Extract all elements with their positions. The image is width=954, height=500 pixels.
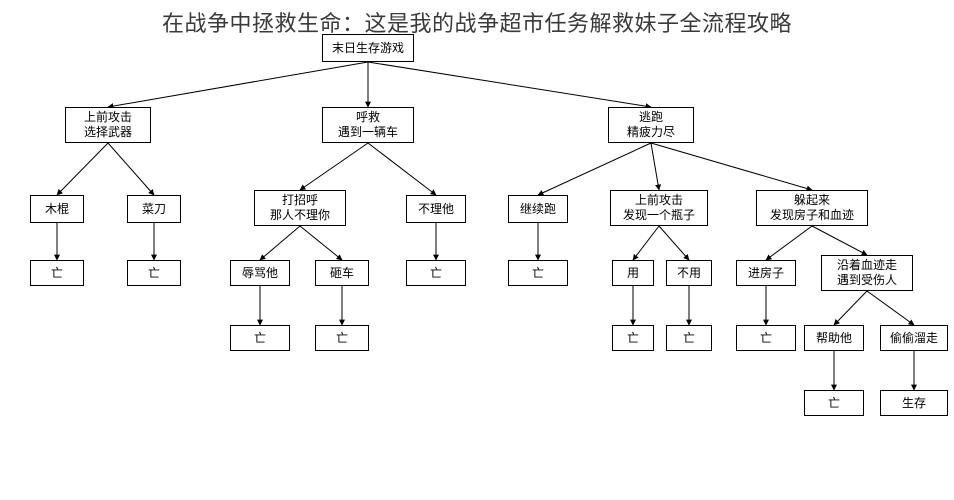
- flow-node-c2: 上前攻击发现一个瓶子: [610, 190, 708, 226]
- flow-node-b2d: 亡: [406, 260, 466, 286]
- edge-c3-c3a: [766, 226, 812, 260]
- flow-node-root: 末日生存游戏: [322, 34, 414, 62]
- flow-node-b2: 不理他: [406, 195, 466, 223]
- node-label-l1: 亡: [683, 331, 695, 346]
- flow-node-b1ad: 亡: [230, 325, 290, 351]
- edge-c3b-c3b1: [834, 291, 867, 325]
- edge-b-b2: [368, 143, 436, 195]
- node-label-l1: 亡: [828, 396, 840, 411]
- edge-b1-b1a: [260, 226, 300, 260]
- flow-node-b1b: 砸车: [315, 260, 369, 286]
- node-label-l1: 亡: [430, 266, 442, 281]
- node-label-l1: 呼救: [356, 110, 380, 125]
- node-label-l1: 亡: [148, 266, 160, 281]
- flowchart-stage: { "title": "在战争中拯救生命：这是我的战争超市任务解救妹子全流程攻略…: [0, 0, 954, 500]
- flow-node-c2b: 不用: [666, 260, 712, 286]
- node-label-l1: 继续跑: [520, 202, 556, 217]
- node-label-l1: 沿着血迹走: [837, 258, 897, 273]
- flow-node-b1a: 辱骂他: [230, 260, 290, 286]
- edge-c-c1: [538, 143, 651, 195]
- node-label-l2: 那人不理你: [270, 208, 330, 223]
- edge-a-a1: [57, 143, 108, 195]
- node-label-l1: 亡: [760, 331, 772, 346]
- node-label-l1: 偷偷溜走: [890, 331, 938, 346]
- node-label-l2: 选择武器: [84, 125, 132, 140]
- edge-c2-c2a: [633, 226, 659, 260]
- node-label-l1: 上前攻击: [635, 193, 683, 208]
- node-label-l1: 亡: [51, 266, 63, 281]
- node-label-l1: 亡: [532, 266, 544, 281]
- flow-node-c3a: 进房子: [736, 260, 796, 286]
- flow-node-a1: 木棍: [30, 195, 84, 223]
- flow-node-a: 上前攻击选择武器: [65, 107, 151, 143]
- flow-node-c3: 躲起来发现房子和血迹: [756, 190, 868, 226]
- flow-node-c3b: 沿着血迹走遇到受伤人: [821, 255, 913, 291]
- flow-node-c2bd: 亡: [666, 325, 712, 351]
- edge-b-b1: [300, 143, 368, 190]
- node-label-l1: 躲起来: [794, 193, 830, 208]
- flow-node-a1d: 亡: [30, 260, 84, 286]
- node-label-l1: 逃跑: [639, 110, 663, 125]
- edge-c3b-c3b2: [867, 291, 914, 325]
- flow-node-a2d: 亡: [127, 260, 181, 286]
- flow-node-c: 逃跑精疲力尽: [608, 107, 694, 143]
- node-label-l1: 不用: [677, 266, 701, 281]
- flow-node-c3ad: 亡: [736, 325, 796, 351]
- edge-root-a: [108, 62, 368, 107]
- node-label-l2: 遇到受伤人: [837, 273, 897, 288]
- node-label-l1: 打招呼: [282, 193, 318, 208]
- flow-node-c2ad: 亡: [612, 325, 654, 351]
- node-label-l1: 木棍: [45, 202, 69, 217]
- node-label-l2: 遇到一辆车: [338, 125, 398, 140]
- flow-node-c3b1: 帮助他: [804, 325, 864, 351]
- flow-node-c3b2: 偷偷溜走: [880, 325, 948, 351]
- flow-node-c1d: 亡: [508, 260, 568, 286]
- node-label-l1: 亡: [336, 331, 348, 346]
- edge-b1-b1b: [300, 226, 342, 260]
- flow-node-a2: 菜刀: [127, 195, 181, 223]
- edge-a-a2: [108, 143, 154, 195]
- node-label-l1: 生存: [902, 396, 926, 411]
- edge-layer: [0, 0, 954, 500]
- edge-c3-c3b: [812, 226, 867, 255]
- node-label-l1: 不理他: [418, 202, 454, 217]
- edge-c-c3: [651, 143, 812, 190]
- flow-node-b1bd: 亡: [315, 325, 369, 351]
- flow-node-b: 呼救遇到一辆车: [322, 107, 414, 143]
- node-label-l2: 精疲力尽: [627, 125, 675, 140]
- node-label-l1: 亡: [627, 331, 639, 346]
- flow-node-c2a: 用: [612, 260, 654, 286]
- flow-node-c3b2d: 生存: [880, 390, 948, 416]
- node-label-l1: 上前攻击: [84, 110, 132, 125]
- flow-node-c1: 继续跑: [508, 195, 568, 223]
- node-label-l1: 用: [627, 266, 639, 281]
- node-label-l1: 亡: [254, 331, 266, 346]
- edge-c2-c2b: [659, 226, 689, 260]
- flow-node-c3b1d: 亡: [804, 390, 864, 416]
- node-label-l1: 进房子: [748, 266, 784, 281]
- page-title: 在战争中拯救生命：这是我的战争超市任务解救妹子全流程攻略: [0, 6, 954, 38]
- node-label-l1: 辱骂他: [242, 266, 278, 281]
- flow-node-b1: 打招呼那人不理你: [254, 190, 346, 226]
- node-label-l1: 砸车: [330, 266, 354, 281]
- node-label-l1: 菜刀: [142, 202, 166, 217]
- edge-c-c2: [651, 143, 659, 190]
- node-label-l2: 发现房子和血迹: [770, 208, 854, 223]
- node-label-l1: 帮助他: [816, 331, 852, 346]
- node-label-l2: 发现一个瓶子: [623, 208, 695, 223]
- edge-root-c: [368, 62, 651, 107]
- node-label-l1: 末日生存游戏: [332, 41, 404, 56]
